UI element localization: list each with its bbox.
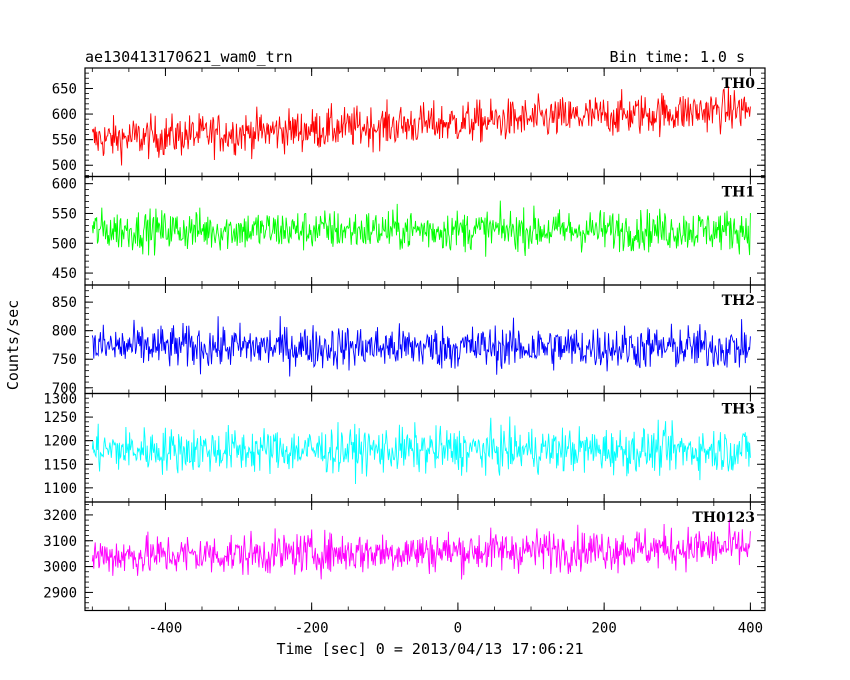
y-tick-label: 1250 bbox=[43, 410, 77, 426]
panel-th3: 1100 1150 1200 1250 1300 TH3 bbox=[43, 392, 766, 503]
series-label-th0: TH0 bbox=[722, 76, 756, 92]
figure-title: ae130413170621_wam0_trn bbox=[85, 48, 293, 66]
x-tick-label: -400 bbox=[149, 621, 183, 637]
y-tick-label: 700 bbox=[52, 381, 77, 397]
panel-th0123: 2900 3000 3100 3200 TH0123 bbox=[43, 501, 766, 612]
y-tick-label: 3100 bbox=[43, 534, 77, 550]
x-tick-label: 400 bbox=[738, 621, 763, 637]
series-line-th2 bbox=[91, 316, 751, 377]
series-label-th2: TH2 bbox=[722, 293, 755, 309]
series-line-th0 bbox=[91, 86, 751, 166]
y-axis-label: Counts/sec bbox=[4, 300, 22, 390]
y-tick-label: 1100 bbox=[43, 481, 77, 497]
series-line-th3 bbox=[91, 416, 751, 485]
panel-th1: 450 500 550 600 TH1 bbox=[52, 175, 766, 286]
x-axis: -400 -200 0 200 400 bbox=[149, 621, 763, 637]
y-tick-label: 850 bbox=[52, 295, 77, 311]
y-tick-label: 600 bbox=[52, 177, 77, 193]
y-tick-label: 1300 bbox=[43, 392, 77, 408]
panels-group: 500 550 600 650 TH0 450 500 550 600 TH1 700 750 800 8… bbox=[43, 67, 766, 612]
x-axis-label: Time [sec] 0 = 2013/04/13 17:06:21 bbox=[276, 640, 583, 658]
series-line-th0123 bbox=[91, 519, 751, 580]
y-tick-label: 600 bbox=[52, 107, 77, 123]
series-label-th0123: TH0123 bbox=[692, 510, 755, 526]
y-tick-label: 1150 bbox=[43, 457, 77, 473]
y-tick-label: 2900 bbox=[43, 585, 77, 601]
x-tick-label: 0 bbox=[454, 621, 462, 637]
y-tick-label: 450 bbox=[52, 266, 77, 282]
y-tick-label: 500 bbox=[52, 158, 77, 174]
series-label-th3: TH3 bbox=[722, 402, 755, 418]
y-tick-label: 650 bbox=[52, 81, 77, 97]
y-tick-label: 750 bbox=[52, 352, 77, 368]
y-tick-label: 3000 bbox=[43, 560, 77, 576]
panel-th2: 700 750 800 850 TH2 bbox=[52, 284, 766, 397]
bin-time-label: Bin time: 1.0 s bbox=[610, 48, 745, 66]
y-tick-label: 550 bbox=[52, 206, 77, 222]
y-tick-label: 800 bbox=[52, 324, 77, 340]
x-tick-label: 200 bbox=[591, 621, 616, 637]
series-label-th1: TH1 bbox=[722, 185, 755, 201]
panel-th0: 500 550 600 650 TH0 bbox=[52, 67, 766, 178]
y-tick-label: 1200 bbox=[43, 434, 77, 450]
series-line-th1 bbox=[91, 200, 751, 257]
x-tick-label: -200 bbox=[295, 621, 329, 637]
y-tick-label: 3200 bbox=[43, 508, 77, 524]
y-tick-label: 550 bbox=[52, 133, 77, 149]
y-tick-label: 500 bbox=[52, 236, 77, 252]
